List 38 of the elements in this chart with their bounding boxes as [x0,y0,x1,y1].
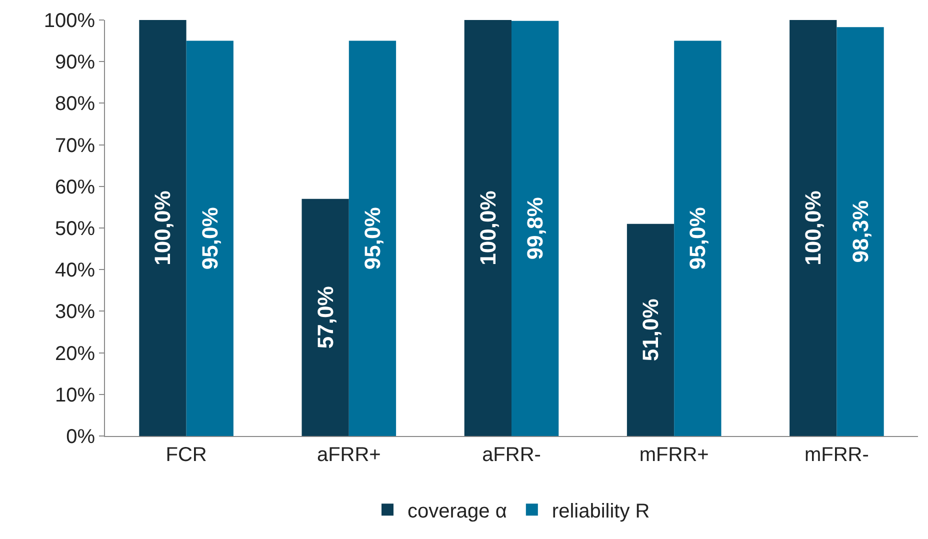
x-tick-label: FCR [166,444,207,466]
y-tick-label: 10% [54,384,96,406]
y-tick-label: 50% [54,218,96,240]
bar [302,198,349,436]
bar [186,40,234,436]
y-tick-label: 0% [66,426,96,448]
bar [674,40,722,436]
y-tick-label: 40% [54,260,96,282]
data-label: 98,3% [848,200,873,263]
data-label: 95,0% [360,207,385,270]
x-tick-label: aFRR- [482,444,541,466]
bar [348,40,396,436]
x-tick-label: mFRR+ [639,444,709,466]
y-tick-label: 80% [54,93,96,116]
y-tick-label: 90% [54,52,96,74]
legend-label: reliability R [552,500,650,522]
data-label: 100,0% [800,190,826,266]
x-tick-label: mFRR- [804,444,869,466]
bar [626,224,674,436]
bar [790,20,837,436]
legend-label: coverage α [408,500,507,522]
bar [139,20,186,436]
bar [464,20,512,436]
bar [512,20,559,436]
y-tick-label: 70% [54,134,96,157]
data-label: 95,0% [197,207,222,270]
y-tick-label: 60% [54,176,96,198]
data-label: 57,0% [312,286,338,349]
data-label: 100,0% [150,190,176,266]
y-tick-label: 20% [54,342,96,365]
data-label: 51,0% [638,298,664,362]
data-label: 100,0% [475,190,500,266]
y-tick-label: 30% [54,301,96,324]
bar [836,27,884,436]
data-label: 95,0% [685,207,710,270]
y-tick-label: 100% [44,10,96,32]
x-tick-label: aFRR+ [316,444,381,466]
data-label: 99,8% [522,197,548,260]
